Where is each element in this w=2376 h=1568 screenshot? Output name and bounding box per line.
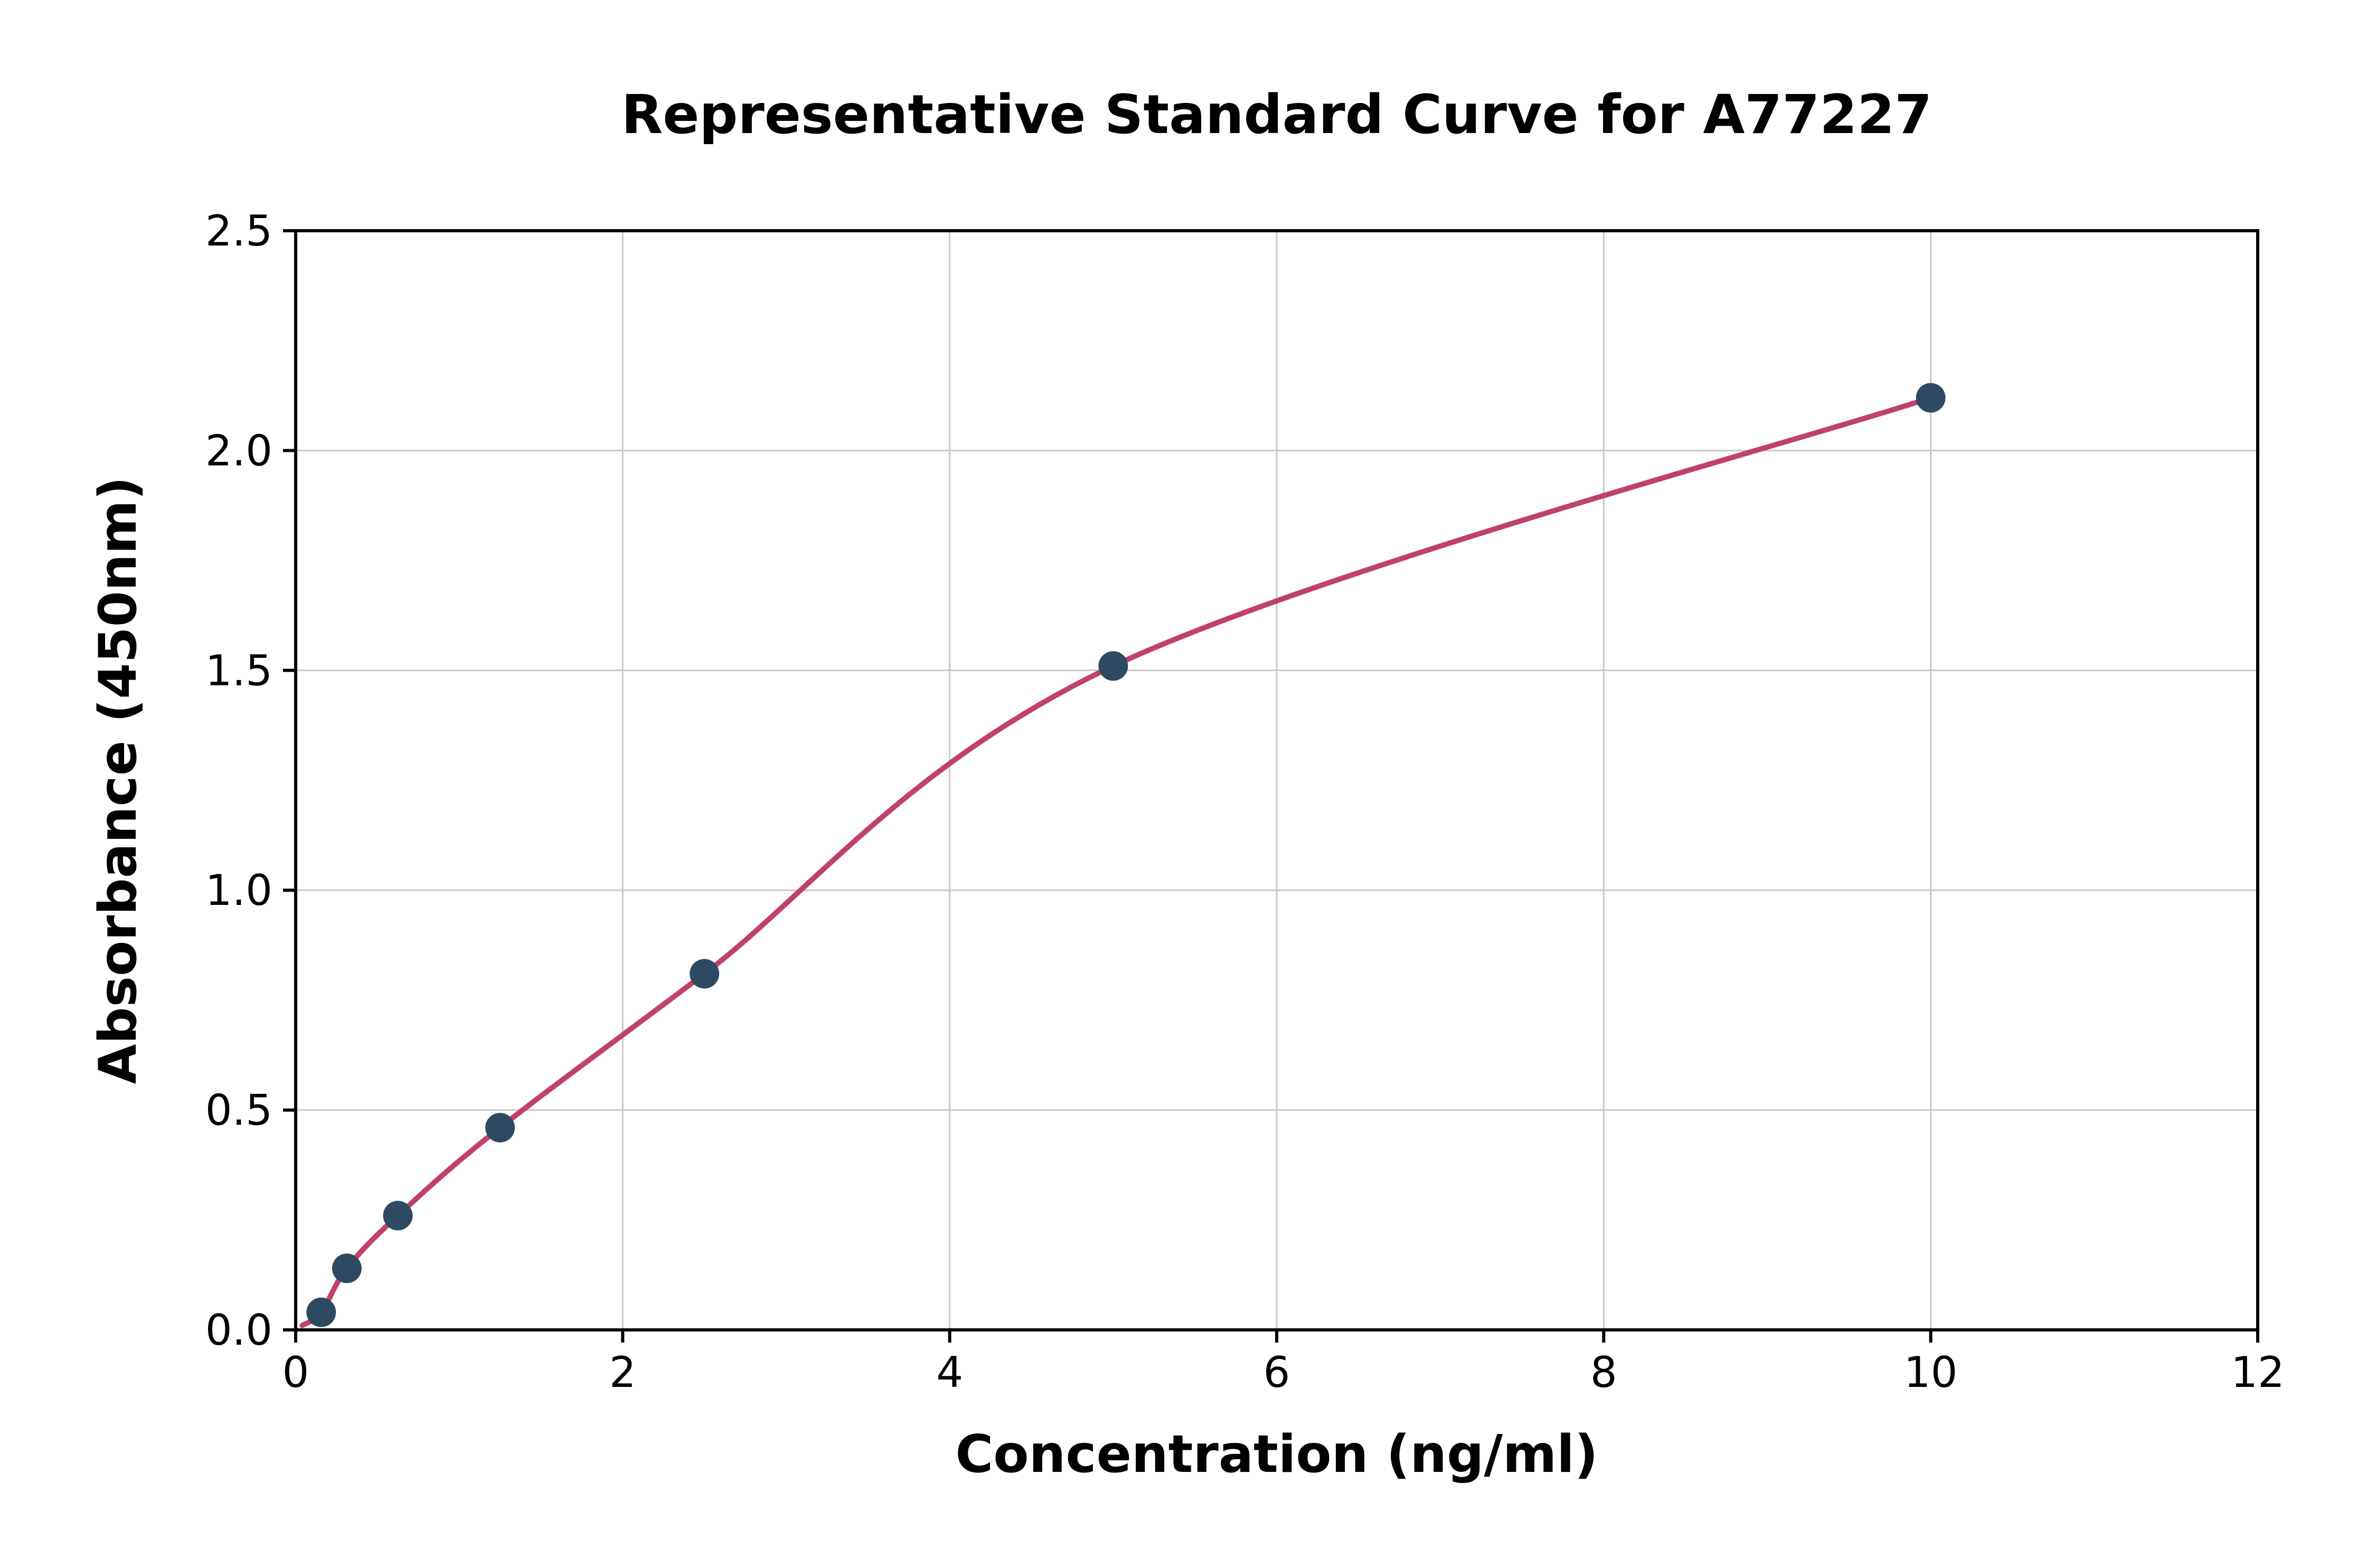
data-point <box>332 1253 362 1283</box>
data-point <box>1916 383 1946 413</box>
data-point <box>383 1201 413 1231</box>
x-tick-label: 10 <box>1904 1348 1958 1397</box>
x-tick-label: 12 <box>2231 1348 2285 1397</box>
x-tick-label: 8 <box>1590 1348 1617 1397</box>
y-tick-label: 2.0 <box>205 426 272 475</box>
x-axis-label: Concentration (ng/ml) <box>955 1424 1598 1485</box>
y-tick-label: 2.5 <box>205 206 272 256</box>
data-point <box>1098 651 1128 681</box>
data-point <box>306 1297 336 1327</box>
y-tick-label: 0.5 <box>205 1086 272 1135</box>
y-tick-label: 1.0 <box>205 866 272 915</box>
chart-title: Representative Standard Curve for A77227 <box>621 83 1932 146</box>
x-tick-label: 4 <box>936 1348 963 1397</box>
y-axis-label: Absorbance (450nm) <box>88 476 148 1084</box>
data-point <box>690 959 720 989</box>
x-tick-label: 0 <box>282 1348 309 1397</box>
x-tick-label: 2 <box>609 1348 636 1397</box>
x-tick-label: 6 <box>1264 1348 1290 1397</box>
y-tick-label: 1.5 <box>205 646 272 695</box>
data-point <box>485 1112 515 1142</box>
fit-curve <box>299 395 1934 1328</box>
y-tick-label: 0.0 <box>205 1306 272 1355</box>
